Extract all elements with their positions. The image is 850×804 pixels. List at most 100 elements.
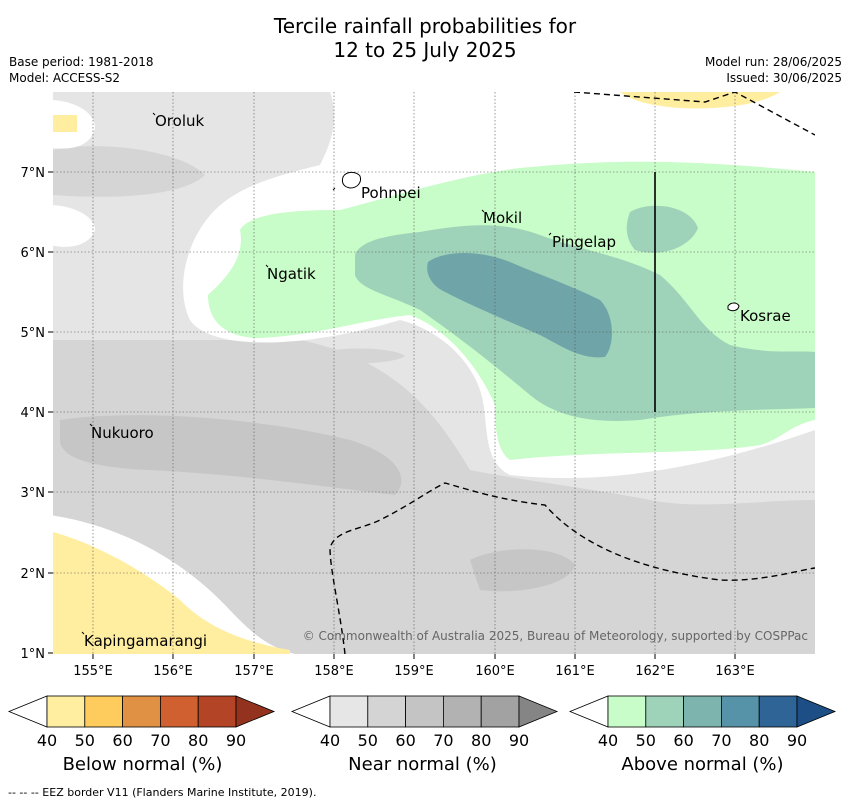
colorbar-title-near: Near normal (%): [348, 754, 497, 775]
colorbar-tick-label: 50: [636, 731, 656, 750]
lon-label: 157°E: [234, 664, 274, 679]
colorbar-extend-high: [796, 695, 837, 728]
lon-label: 162°E: [635, 664, 675, 679]
issued-date: Issued: 30/06/2025: [726, 71, 842, 85]
colorbar-tick-label: 90: [787, 731, 807, 750]
lon-label: 160°E: [475, 664, 515, 679]
colorbar-segment: [46, 695, 86, 728]
latitude-labels: 7°N 6°N 5°N 4°N 3°N 2°N 1°N: [21, 166, 46, 662]
colorbar-extend-low: [7, 695, 48, 728]
colorbar-tick-label: 40: [598, 731, 618, 750]
place-label-kapingamarangi: Kapingamarangi: [84, 632, 207, 650]
pohnpei-island: [341, 171, 361, 189]
lon-label: 161°E: [555, 664, 595, 679]
left-metadata: Base period: 1981-2018 Model: ACCESS-S2: [9, 54, 154, 86]
base-period: Base period: 1981-2018: [9, 55, 154, 69]
colorbar-2: 40 50 60 70 80 90: [568, 695, 837, 750]
colorbar-extend-high: [235, 695, 276, 728]
colorbar-segment: [84, 695, 124, 728]
eez-footnote: -- -- -- EEZ border V11 (Flanders Marine…: [8, 786, 317, 799]
colorbar-segment: [758, 695, 798, 728]
lat-label: 3°N: [21, 486, 46, 501]
place-label-kosrae: Kosrae: [740, 307, 791, 325]
near-normal-patch-south: [230, 554, 422, 650]
colorbar-1: 40 50 60 70 80 90: [290, 695, 559, 750]
copyright-notice: © Commonwealth of Australia 2025, Bureau…: [303, 629, 808, 643]
below-normal-northeast: [620, 92, 780, 109]
colorbar-tick-label: 80: [188, 731, 208, 750]
lat-label: 7°N: [21, 166, 46, 181]
place-label-ngatik: Ngatik: [267, 265, 316, 283]
place-labels: Oroluk Pohnpei Mokil Pingelap Ngatik Kos…: [84, 112, 791, 650]
near-normal-patch-west-darker: [60, 415, 402, 495]
colorbar-segment: [159, 695, 199, 728]
above-normal-70: [427, 253, 612, 358]
colorbar-title-below: Below normal (%): [62, 754, 223, 775]
lon-label: 155°E: [73, 664, 113, 679]
colorbar-extend-low: [290, 695, 331, 728]
colorbars: 40 50 60 70 80 90 40 50 60 70 80 90 40 50 60 70 80 90: [7, 695, 837, 750]
colorbar-0: 40 50 60 70 80 90: [7, 695, 276, 750]
colorbar-tick-label: 70: [150, 731, 170, 750]
lon-label: 156°E: [153, 664, 193, 679]
model-run: Model run: 28/06/2025: [704, 55, 842, 69]
place-label-nukuoro: Nukuoro: [91, 424, 154, 442]
colorbar-tick-label: 40: [320, 731, 340, 750]
map-area: Oroluk Pohnpei Mokil Pingelap Ngatik Kos…: [53, 92, 815, 654]
colorbar-extend-low: [568, 695, 609, 728]
lat-label: 2°N: [21, 567, 46, 582]
near-normal-small-patch: [320, 348, 405, 364]
colorbar-tick-label: 90: [509, 731, 529, 750]
colorbar-segment: [721, 695, 760, 728]
colorbar-segment: [683, 695, 722, 728]
colorbar-segment: [405, 695, 444, 728]
place-label-pingelap: Pingelap: [552, 233, 616, 251]
above-normal-60-east: [626, 205, 698, 253]
colorbar-segment: [367, 695, 406, 728]
near-normal-patch-east-darker: [470, 549, 575, 592]
longitude-ticks: [92, 654, 736, 659]
colorbar-tick-label: 70: [711, 731, 731, 750]
colorbar-tick-label: 50: [75, 731, 95, 750]
colorbar-tick-label: 80: [749, 731, 769, 750]
latitude-ticks: [48, 171, 53, 654]
below-normal-south: [53, 532, 290, 654]
near-normal-patch-north: [53, 146, 205, 197]
white-zone-west-edge: [53, 205, 95, 247]
colorbar-tick-label: 60: [395, 731, 415, 750]
colorbar-tick-label: 50: [358, 731, 378, 750]
model-name: Model: ACCESS-S2: [9, 71, 121, 85]
map-title: Tercile rainfall probabilities for 12 to…: [0, 14, 850, 62]
lon-label: 158°E: [314, 664, 354, 679]
colorbar-tick-label: 70: [433, 731, 453, 750]
colorbar-tick-label: 60: [673, 731, 693, 750]
place-label-pohnpei: Pohnpei: [361, 184, 421, 202]
lat-label: 1°N: [21, 647, 46, 662]
colorbar-segment: [607, 695, 647, 728]
lat-label: 4°N: [21, 406, 46, 421]
colorbar-extend-high: [518, 695, 559, 728]
colorbar-segment: [480, 695, 520, 728]
title-line-1: Tercile rainfall probabilities for: [273, 14, 577, 38]
colorbar-segment: [442, 695, 482, 728]
colorbar-tick-label: 80: [471, 731, 491, 750]
atoll-markers: [81, 112, 552, 635]
colorbar-title-above: Above normal (%): [621, 754, 784, 775]
lon-label: 159°E: [394, 664, 434, 679]
lat-label: 5°N: [21, 326, 46, 341]
place-label-mokil: Mokil: [483, 209, 522, 227]
colorbar-segment: [645, 695, 684, 728]
longitude-labels: 155°E 156°E 157°E 158°E 159°E 160°E 161°…: [73, 664, 755, 679]
right-metadata: Model run: 28/06/2025 Issued: 30/06/2025: [705, 54, 842, 86]
lat-label: 6°N: [21, 246, 46, 261]
below-normal-west: [53, 115, 77, 132]
eez-border: [329, 92, 815, 654]
colorbar-tick-label: 40: [37, 731, 57, 750]
place-label-oroluk: Oroluk: [155, 112, 204, 130]
title-line-2: 12 to 25 July 2025: [333, 38, 517, 62]
colorbar-segment: [329, 695, 369, 728]
kosrae-island: [727, 302, 740, 312]
colorbar-segment: [197, 695, 237, 728]
colorbar-tick-label: 60: [112, 731, 132, 750]
